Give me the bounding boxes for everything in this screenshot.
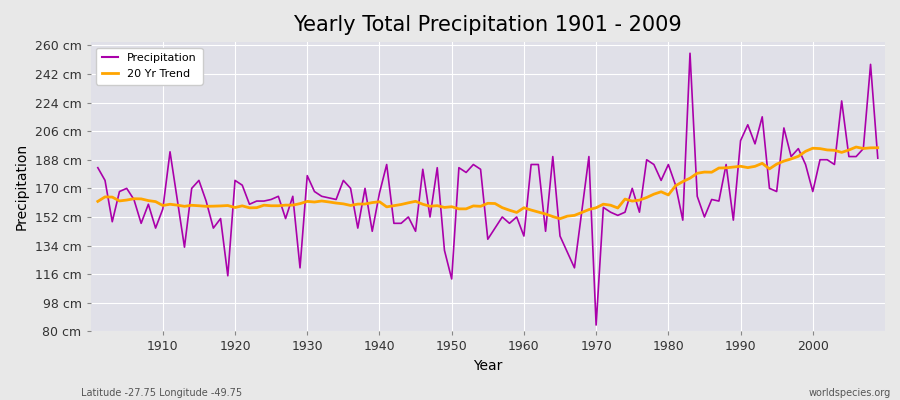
Legend: Precipitation, 20 Yr Trend: Precipitation, 20 Yr Trend (96, 48, 202, 84)
X-axis label: Year: Year (473, 359, 502, 373)
Text: worldspecies.org: worldspecies.org (809, 388, 891, 398)
Y-axis label: Precipitation: Precipitation (15, 143, 29, 230)
Title: Yearly Total Precipitation 1901 - 2009: Yearly Total Precipitation 1901 - 2009 (293, 15, 682, 35)
Text: Latitude -27.75 Longitude -49.75: Latitude -27.75 Longitude -49.75 (81, 388, 242, 398)
